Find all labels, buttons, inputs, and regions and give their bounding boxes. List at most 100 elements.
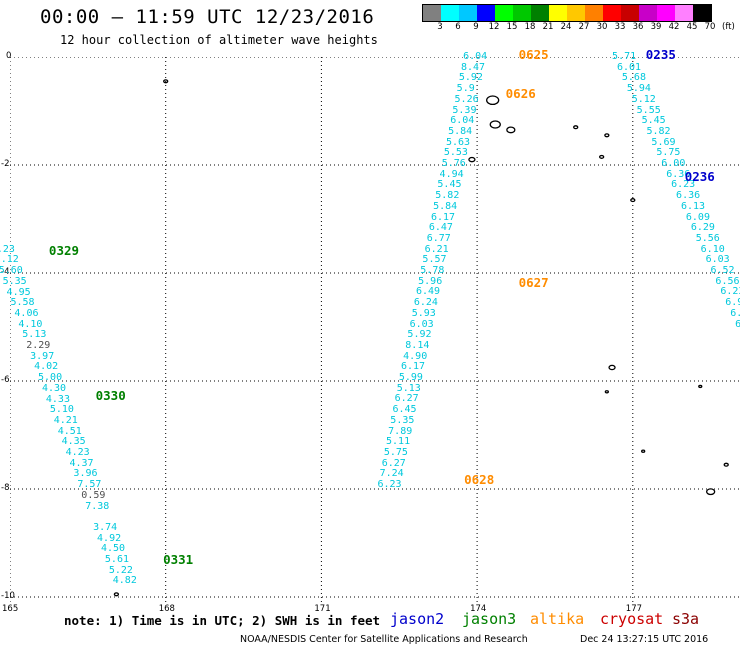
swh-value-altika: 6.77 <box>426 232 451 244</box>
pass-time-label-jason3: 0330 <box>95 387 126 403</box>
swh-value-altika: 6.24 <box>413 297 438 309</box>
pass-time-label-altika: 0626 <box>505 86 536 102</box>
scale-swatch <box>585 5 603 21</box>
island-outline <box>723 462 729 467</box>
swh-value-altika: 6.45 <box>392 404 417 416</box>
island-outline <box>163 79 169 84</box>
scale-label: 42 <box>668 22 680 32</box>
swh-value-altika: 6.49 <box>416 286 441 298</box>
scale-label: 24 <box>560 22 572 32</box>
scale-label: 45 <box>686 22 698 32</box>
swh-value-altika: 8.14 <box>405 339 430 351</box>
island-outline <box>599 154 605 159</box>
swh-value-jason3: 4.21 <box>53 414 78 426</box>
swh-value-jason3: 4.95 <box>6 286 31 298</box>
swh-value-altika: 5.78 <box>420 265 445 276</box>
swh-value-altika: 5.26 <box>454 93 479 105</box>
scale-label: 15 <box>506 22 518 32</box>
swh-value-jason3: 4.10 <box>18 318 43 330</box>
scale-swatch <box>495 5 513 21</box>
swh-value-jason2: 6.77 <box>730 307 740 319</box>
pass-time-label-altika: 0625 <box>518 47 549 63</box>
scale-swatch <box>621 5 639 21</box>
lon-tick-label: 177 <box>625 604 643 614</box>
swh-value-jason2: 6.56 <box>715 275 740 287</box>
scale-label: 36 <box>632 22 644 32</box>
swh-value-jason2: 6.36 <box>676 190 701 202</box>
swh-value-jason2: 5.45 <box>641 115 666 127</box>
grid-lines <box>10 57 740 602</box>
scale-label: 33 <box>614 22 626 32</box>
island-outline <box>604 133 610 138</box>
swh-value-altika: 5.84 <box>448 125 473 137</box>
swh-value-jason3: 3.74 <box>93 521 118 533</box>
swh-value-jason2: 5.82 <box>646 125 671 137</box>
swh-value-altika: 5.13 <box>396 382 421 394</box>
generated-timestamp: Dec 24 13:27:15 UTC 2016 <box>580 634 709 645</box>
swh-value-jason3: 4.02 <box>34 361 59 373</box>
swh-value-altika: 5.57 <box>422 254 447 266</box>
island-outline <box>698 384 703 389</box>
swh-value-altika: 6.27 <box>394 393 419 405</box>
island-outline <box>630 198 636 203</box>
swh-value-jason3: 4.33 <box>45 393 70 405</box>
lat-tick-label: -8 <box>1 483 10 493</box>
swh-value-jason3: 5.00 <box>38 372 63 384</box>
swh-value-jason2: 5.75 <box>656 147 681 159</box>
swh-value-jason3: 5.13 <box>22 329 47 341</box>
page-subtitle: 12 hour collection of altimeter wave hei… <box>60 33 378 47</box>
lat-tick-label: -6 <box>1 375 10 385</box>
swh-value-jason3: 3.96 <box>73 468 98 480</box>
scale-label: 18 <box>524 22 536 32</box>
swh-value-jason2: 5.55 <box>636 104 661 116</box>
swh-value-altika: 5.63 <box>445 136 471 148</box>
swh-value-jason2: 6.11 <box>735 318 740 330</box>
swh-value-jason3: 5.10 <box>49 404 74 416</box>
swh-value-altika: 5.92 <box>407 329 432 341</box>
swh-value-altika: 4.90 <box>403 350 428 362</box>
swh-value-jason3: 4.51 <box>57 425 82 437</box>
scale-swatch <box>603 5 621 21</box>
island-outline <box>486 95 500 106</box>
credit-line: NOAA/NESDIS Center for Satellite Applica… <box>240 634 528 645</box>
swh-value-jason3: 4.35 <box>61 436 86 448</box>
scale-label: 70 <box>704 22 716 32</box>
scale-label: 21 <box>542 22 554 32</box>
scale-label: 39 <box>650 22 662 32</box>
scale-label: 12 <box>488 22 500 32</box>
island-outline <box>706 488 716 496</box>
scale-swatch <box>693 5 711 21</box>
scale-swatch <box>675 5 693 21</box>
island-outline <box>573 125 579 130</box>
pass-time-label-altika: 0627 <box>518 275 549 291</box>
swh-value-jason3: 7.57 <box>77 479 102 491</box>
swh-value-jason3: 5.23 <box>0 243 15 255</box>
swh-value-jason3: 5.22 <box>108 564 133 576</box>
swh-value-jason2: 6.00 <box>661 158 686 169</box>
swh-value-jason2: 6.23 <box>720 286 740 298</box>
island-outline <box>608 364 616 371</box>
swh-value-altika: 5.35 <box>390 414 415 426</box>
lat-tick-label: -10 <box>1 591 15 601</box>
legend-s3a: s3a <box>672 610 700 628</box>
lon-tick-label: 171 <box>314 604 331 614</box>
swh-value-altika: 5.92 <box>458 72 483 84</box>
swh-value-jason2: 5.56 <box>695 232 720 244</box>
scale-label: 3 <box>437 22 443 32</box>
footer-note: note: 1) Time is in UTC; 2) SWH is in fe… <box>64 613 381 628</box>
swh-value-jason2: 6.03 <box>705 254 730 266</box>
swh-value-jason2: 6.09 <box>685 211 710 223</box>
lon-tick-label: 168 <box>158 604 175 614</box>
swh-value-jason3: 5.12 <box>0 254 19 266</box>
legend-jason2: jason2 <box>390 610 445 628</box>
swh-value-altika: 6.21 <box>424 243 449 255</box>
swh-value-jason2: 6.98 <box>725 297 740 309</box>
scale-swatch <box>477 5 495 21</box>
pass-time-label-altika: 0628 <box>464 472 495 488</box>
scale-swatch <box>639 5 657 21</box>
swh-value-altika: 5.11 <box>386 436 411 448</box>
swh-value-altika: 5.75 <box>383 446 408 458</box>
lat-tick-label: -4 <box>1 267 10 277</box>
swh-value-jason2: 5.69 <box>651 136 676 148</box>
swh-value-jason2: 5.68 <box>621 72 646 84</box>
